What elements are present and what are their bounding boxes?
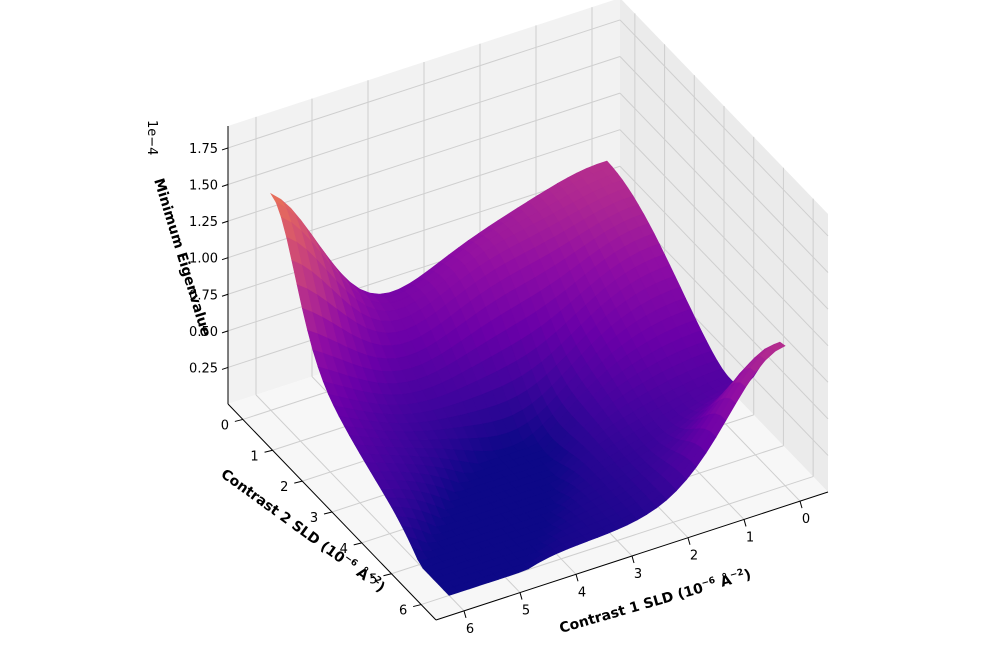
z-offset-label: 1e−4 bbox=[144, 120, 159, 155]
x1-tick-label: 5 bbox=[522, 604, 530, 619]
axis-lines bbox=[221, 126, 829, 621]
x2-tick-mark bbox=[353, 542, 362, 546]
x2-tick-mark bbox=[234, 418, 243, 422]
x2-tick-mark bbox=[383, 573, 392, 577]
x1-tick-mark bbox=[687, 537, 691, 545]
x2-tick-label: 2 bbox=[280, 480, 288, 495]
back-grid-z bbox=[227, 92, 621, 222]
tick-labels: 0.25 0.50 0.75 1.00 1.25 1.50 1.75 0 1 2 3 4 5 6 0 1 2 3 4… bbox=[189, 142, 810, 637]
z-tick-mark bbox=[221, 220, 229, 224]
side-grid-z bbox=[619, 165, 829, 383]
z-tick-label: 1.25 bbox=[189, 215, 218, 230]
x1-tick-mark bbox=[519, 592, 523, 600]
back-grid-z bbox=[227, 19, 621, 149]
z-tick-label: 1.00 bbox=[189, 252, 218, 267]
x1-tick-mark bbox=[631, 555, 635, 564]
x2-tick-label: 0 bbox=[221, 418, 229, 433]
x1-tick-mark bbox=[575, 574, 579, 582]
x2-tick-mark bbox=[413, 604, 422, 608]
surface-plot bbox=[270, 160, 786, 596]
side-grid-z bbox=[619, 19, 829, 237]
x2-tick-label: 1 bbox=[250, 449, 258, 464]
side-grid-z bbox=[619, 56, 829, 273]
side-grid-z bbox=[619, 129, 829, 347]
z-tick-label: 0.50 bbox=[189, 325, 218, 340]
x1-axis-label-end: ) bbox=[742, 567, 753, 584]
x1-axis-label-sup: −6 bbox=[700, 576, 716, 589]
z-tick-label: 1.50 bbox=[189, 179, 218, 194]
x1-axis-label-mid: Å bbox=[714, 571, 734, 592]
x1-tick-label: 2 bbox=[690, 549, 698, 564]
z-tick-mark bbox=[221, 293, 229, 297]
back-grid-z bbox=[227, 56, 621, 186]
z-tick-label: 1.75 bbox=[189, 142, 218, 157]
x1-axis-label: Contrast 1 SLD (10−6 Å−2) bbox=[557, 566, 753, 637]
x1-axis-label-sup2: −2 bbox=[729, 568, 745, 581]
z-tick-mark bbox=[221, 147, 229, 151]
x1-tick-mark bbox=[799, 501, 803, 509]
x2-tick-label: 5 bbox=[369, 573, 377, 588]
surface-patch bbox=[443, 586, 460, 596]
x2-tick-label: 4 bbox=[340, 542, 348, 557]
side-grid-z bbox=[619, 92, 829, 310]
x1-tick-label: 4 bbox=[578, 585, 586, 600]
x1-tick-label: 1 bbox=[746, 530, 754, 545]
x1-tick-label: 6 bbox=[466, 622, 474, 637]
x1-tick-label: 3 bbox=[634, 567, 642, 582]
z-tick-label: 0.75 bbox=[189, 288, 218, 303]
x2-tick-mark bbox=[323, 511, 333, 515]
z-tick-mark bbox=[221, 366, 229, 370]
z-tick-mark bbox=[221, 184, 229, 188]
z-tick-mark bbox=[221, 330, 229, 334]
z-tick-label: 0.25 bbox=[189, 361, 218, 376]
x1-tick-mark bbox=[463, 610, 467, 618]
x2-tick-label: 6 bbox=[399, 604, 407, 619]
z-tick-mark bbox=[221, 257, 229, 261]
x2-tick-mark bbox=[264, 449, 273, 453]
x1-tick-mark bbox=[743, 519, 747, 527]
x1-tick-label: 0 bbox=[802, 512, 810, 527]
x2-tick-mark bbox=[294, 480, 303, 484]
x2-tick-label: 3 bbox=[310, 511, 318, 526]
